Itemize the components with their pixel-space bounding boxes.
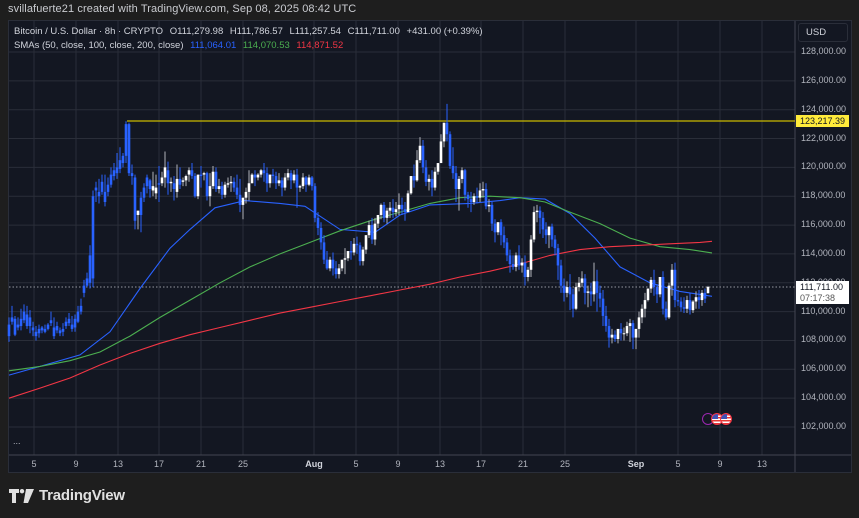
sma-row: SMAs (50, close, 100, close, 200, close)… xyxy=(14,39,487,53)
close-value: C111,711.00 xyxy=(347,26,400,37)
time-tick-label: 17 xyxy=(153,459,165,469)
price-tick-label: 122,000.00 xyxy=(801,132,847,143)
time-tick-label: 5 xyxy=(353,459,359,469)
time-tick-label: 21 xyxy=(517,459,529,469)
time-tick-label: 13 xyxy=(112,459,124,469)
ohlc-row: Bitcoin / U.S. Dollar · 8h · CRYPTO O111… xyxy=(14,25,487,39)
bar-countdown: 07:17:38 xyxy=(800,293,836,303)
time-tick-label: 13 xyxy=(756,459,768,469)
currency-button[interactable]: USD xyxy=(798,23,848,42)
sma50-value: 111,064.01 xyxy=(190,40,237,51)
price-tick-label: 126,000.00 xyxy=(801,74,847,85)
time-tick-label: 25 xyxy=(237,459,249,469)
time-tick-label: 5 xyxy=(31,459,37,469)
sma100-line[interactable] xyxy=(8,195,713,372)
sma200-line[interactable] xyxy=(8,240,713,399)
last-price-tag: 111,711.00 07:17:38 xyxy=(796,281,849,304)
time-tick-label: 21 xyxy=(195,459,207,469)
time-tick-label: 9 xyxy=(73,459,79,469)
tradingview-logo-text: TradingView xyxy=(39,487,125,504)
price-tick-label: 116,000.00 xyxy=(801,219,846,230)
time-tick-label: 5 xyxy=(675,459,681,469)
high-value: H111,786.57 xyxy=(229,26,283,37)
tradingview-logo: TradingView xyxy=(9,487,125,504)
price-tick-label: 120,000.00 xyxy=(801,161,847,172)
change-value: +431.00 (+0.39%) xyxy=(406,26,483,37)
price-tick-label: 114,000.00 xyxy=(801,247,846,258)
sma100-value: 114,070.53 xyxy=(242,40,290,51)
sma-indicator-label[interactable]: SMAs (50, close, 100, close, 200, close) xyxy=(14,40,184,51)
time-tick-label: 17 xyxy=(475,459,487,469)
sma200-value: 114,871.52 xyxy=(296,40,344,51)
price-tick-label: 124,000.00 xyxy=(801,103,847,114)
price-tick-label: 118,000.00 xyxy=(801,190,846,201)
economic-events[interactable] xyxy=(702,413,732,425)
time-tick-label: Aug xyxy=(305,459,323,469)
time-tick-label: 13 xyxy=(434,459,446,469)
chart-credit: svillafuerte21 created with TradingView.… xyxy=(8,3,357,15)
chart-panel[interactable] xyxy=(8,20,852,473)
low-value: L111,257.54 xyxy=(289,26,341,37)
time-tick-label: 25 xyxy=(559,459,571,469)
time-tick-label: 9 xyxy=(717,459,723,469)
last-price-value: 111,711.00 xyxy=(800,282,844,292)
time-tick-label: Sep xyxy=(627,459,645,469)
price-tick-label: 102,000.00 xyxy=(801,421,847,431)
tradingview-logo-icon xyxy=(9,488,34,503)
symbol-name[interactable]: Bitcoin / U.S. Dollar · 8h · CRYPTO xyxy=(14,26,164,37)
price-tick-label: 128,000.00 xyxy=(801,46,847,56)
more-options-icon[interactable]: ... xyxy=(13,436,21,446)
time-tick-label: 9 xyxy=(395,459,401,469)
price-tick-label: 108,000.00 xyxy=(801,334,847,345)
price-tick-label: 106,000.00 xyxy=(801,363,847,374)
us-flag-event-icon[interactable] xyxy=(720,413,732,425)
price-tick-label: 104,000.00 xyxy=(801,392,847,403)
price-tick-label: 110,000.00 xyxy=(801,305,846,316)
chart-legend: Bitcoin / U.S. Dollar · 8h · CRYPTO O111… xyxy=(14,25,487,53)
horizontal-line-price-tag: 123,217.39 xyxy=(796,115,849,127)
open-value: O111,279.98 xyxy=(169,26,224,37)
